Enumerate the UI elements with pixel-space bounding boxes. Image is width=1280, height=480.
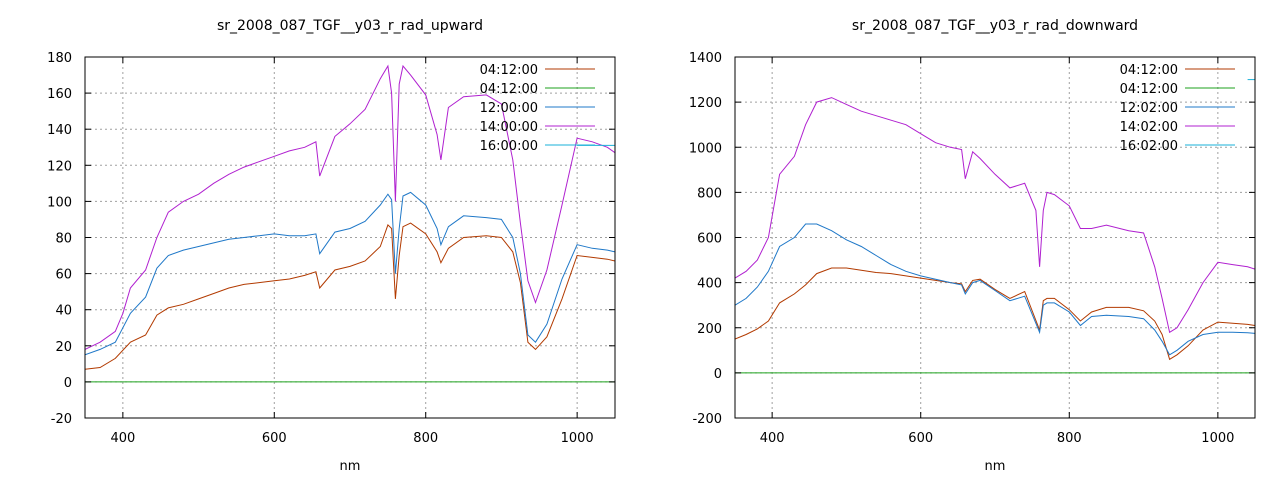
series-line-3 [85, 191, 615, 356]
y-tick-label: 0 [714, 367, 722, 382]
y-tick-label: 120 [47, 159, 72, 174]
chart-title: sr_2008_087_TGF__y03_r_rad_upward [217, 18, 483, 34]
series-line-1 [735, 267, 1255, 361]
y-tick-label: 140 [47, 123, 72, 138]
legend-label: 12:00:00 [480, 101, 538, 116]
y-tick-label: 20 [55, 340, 72, 355]
x-tick-label: 1000 [1201, 431, 1234, 446]
x-tick-label: 400 [110, 431, 135, 446]
x-tick-label: 600 [908, 431, 933, 446]
legend-label: 04:12:00 [1120, 82, 1178, 97]
x-tick-label: 1000 [561, 431, 594, 446]
series-line-3 [735, 223, 1255, 356]
y-tick-label: 600 [697, 232, 722, 247]
y-tick-label: 40 [55, 304, 72, 319]
x-axis-label: nm [340, 459, 361, 474]
y-tick-label: 160 [47, 87, 72, 102]
y-tick-label: 0 [64, 376, 72, 391]
legend-label: 12:02:00 [1120, 101, 1178, 116]
legend-label: 04:12:00 [480, 63, 538, 78]
x-tick-label: 600 [262, 431, 287, 446]
series-line-1 [85, 222, 615, 370]
legend-label: 04:12:00 [480, 82, 538, 97]
series-line-4 [85, 64, 615, 350]
y-tick-label: 200 [697, 322, 722, 337]
y-tick-label: 1400 [689, 51, 722, 66]
series-line-4 [735, 97, 1255, 334]
y-tick-label: 100 [47, 195, 72, 210]
y-tick-label: 80 [55, 232, 72, 247]
y-tick-label: -20 [51, 412, 72, 427]
y-tick-label: 800 [697, 186, 722, 201]
x-axis-label: nm [985, 459, 1006, 474]
chart-1: 400 600 800 1000 -20 0 20 40 60 80 100 120 140 160 180… [47, 18, 616, 474]
y-tick-label: 180 [47, 51, 72, 66]
y-tick-label: 1200 [689, 96, 722, 111]
y-tick-label: 1000 [689, 141, 722, 156]
y-tick-label: 60 [55, 268, 72, 283]
y-tick-label: 400 [697, 277, 722, 292]
legend-label: 16:00:00 [480, 139, 538, 154]
chart-2: 400 600 800 1000 -200 0 200 400 600 800 1000 1200 14… [689, 18, 1256, 474]
x-tick-label: 400 [760, 431, 785, 446]
x-tick-label: 800 [1057, 431, 1082, 446]
legend-label: 16:02:00 [1120, 139, 1178, 154]
legend-label: 14:02:00 [1120, 120, 1178, 135]
legend-label: 14:00:00 [480, 120, 538, 135]
y-tick-label: -200 [692, 412, 722, 427]
legend-label: 04:12:00 [1120, 63, 1178, 78]
chart-title: sr_2008_087_TGF__y03_r_rad_downward [852, 18, 1138, 34]
x-tick-label: 800 [413, 431, 438, 446]
